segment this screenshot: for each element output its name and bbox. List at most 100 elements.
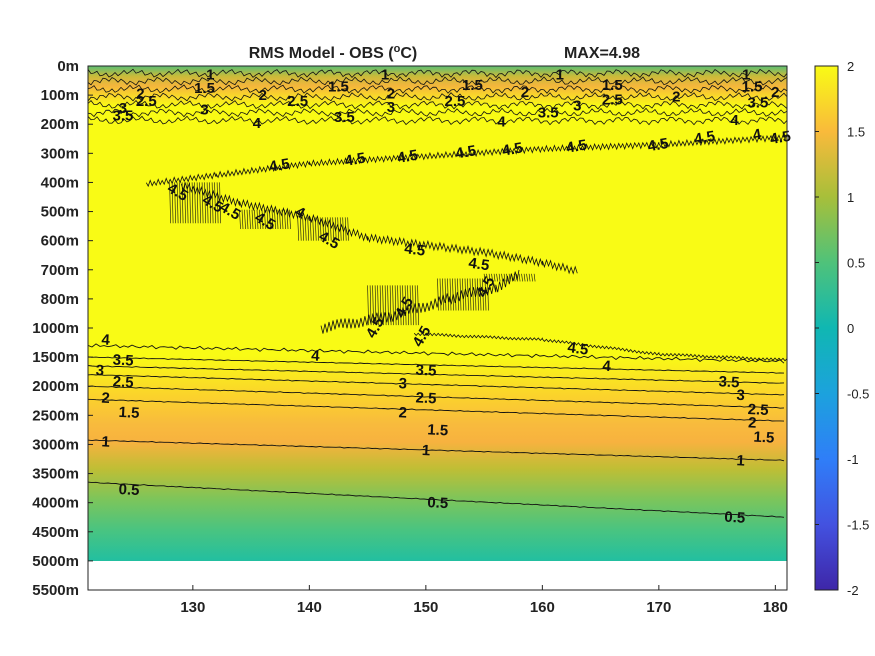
contour-label: 3	[736, 387, 745, 404]
y-tick-label: 400m	[41, 174, 79, 191]
contour-label: 1	[742, 67, 750, 84]
contour-label: 1.5	[742, 78, 763, 95]
contour-label: 3.5	[334, 109, 355, 126]
contour-label: 1.5	[427, 421, 449, 439]
contour-line	[180, 181, 578, 275]
x-tick-label: 150	[413, 599, 438, 616]
contour-line	[367, 285, 419, 326]
colorbar-tick-label: -1	[847, 452, 859, 467]
contour-lines	[88, 68, 787, 518]
contour-label: 4.5	[467, 255, 490, 275]
x-tick-label: 130	[180, 599, 205, 616]
y-tick-label: 100m	[41, 87, 79, 104]
y-tick-label: 4500m	[32, 524, 79, 541]
colorbar-tick-label: 0	[847, 321, 854, 336]
heatmap-deep-field	[88, 356, 787, 561]
contour-label: 2	[259, 87, 267, 104]
colorbar-tick-label: 1	[847, 190, 854, 205]
contour-line	[88, 365, 785, 384]
contour-label: 4.5	[454, 142, 477, 162]
contour-label: 1.5	[753, 429, 775, 447]
y-tick-label: 300m	[41, 145, 79, 162]
contour-label: 4.5	[646, 135, 669, 155]
contour-label: 2	[748, 414, 757, 431]
contour-label: 4.5	[769, 128, 792, 148]
y-tick-label: 5000m	[32, 553, 79, 570]
y-tick-label: 2000m	[32, 378, 79, 395]
contour-line	[88, 343, 785, 364]
y-tick-label: 3000m	[32, 436, 79, 453]
contour-label: 3	[398, 375, 407, 392]
y-tick-label: 5500m	[32, 582, 79, 599]
contour-line	[88, 385, 785, 409]
contour-line	[88, 356, 785, 374]
contour-label: 4	[730, 112, 739, 129]
heatmap-surface-band	[88, 66, 787, 106]
contour-label: 1.5	[118, 404, 140, 422]
contour-label: 1	[736, 452, 745, 469]
y-tick-label: 200m	[41, 116, 79, 133]
contour-line	[297, 217, 349, 241]
contour-label: 2.5	[602, 91, 623, 108]
contour-label: 3.5	[112, 351, 134, 369]
contour-line	[239, 209, 291, 230]
contour-line	[88, 115, 787, 126]
contour-label: 1.5	[602, 77, 623, 94]
y-tick-label: 600m	[41, 233, 79, 250]
contour-line	[88, 76, 787, 86]
max-value-label: MAX=4.98	[564, 45, 640, 62]
y-tick-label: 2500m	[32, 407, 79, 424]
contour-line	[320, 269, 520, 334]
contour-label: 4	[101, 331, 111, 348]
x-tick-label: 170	[646, 599, 671, 616]
contour-line	[169, 182, 221, 224]
contour-label: 2.5	[112, 373, 134, 391]
contour-label: 1.5	[328, 78, 349, 95]
contour-label: 4	[497, 113, 506, 130]
contour-label: 2	[521, 84, 529, 101]
contour-label: 1	[421, 442, 430, 459]
contour-line	[88, 100, 787, 110]
y-tick-label: 1500m	[32, 349, 79, 366]
x-tick-label: 140	[297, 599, 322, 616]
colorbar-tick-label: -0.5	[847, 387, 869, 402]
contour-label: 2.5	[747, 401, 769, 419]
contour-line	[88, 374, 785, 396]
x-tick-label: 180	[763, 599, 788, 616]
contour-label: 4	[752, 126, 764, 144]
contour-line	[88, 107, 787, 118]
contour-label: 2.5	[287, 93, 308, 110]
contour-label: 2	[398, 404, 407, 421]
contour-label: 2.5	[445, 93, 466, 110]
y-tick-label: 3500m	[32, 466, 79, 483]
contour-label: 4.5	[566, 339, 589, 359]
contour-label: 1	[206, 67, 214, 84]
y-tick-label: 1000m	[32, 320, 79, 337]
y-axis: 0m 100m 200m 300m 400m 500m 600m 700m 800m 1000m 1…	[32, 58, 93, 599]
contour-line	[88, 92, 787, 102]
colorbar-tick-label: 1.5	[847, 125, 865, 140]
contour-label: 4.5	[403, 240, 426, 260]
contour-label: 3	[119, 100, 127, 117]
contour-label: 3.5	[718, 373, 740, 391]
y-tick-label: 500m	[41, 204, 79, 221]
contour-label: 4.5	[501, 139, 524, 159]
y-tick-label: 700m	[41, 262, 79, 279]
x-tick-label: 160	[530, 599, 555, 616]
contour-label: 0.5	[118, 481, 140, 499]
contour-label: 3.5	[415, 362, 437, 380]
contour-label: 4.5	[565, 136, 588, 156]
contour-line	[437, 278, 489, 311]
contour-label: 4.5	[693, 128, 716, 148]
contour-label: 1	[381, 67, 389, 84]
colorbar-tick-label: -1.5	[847, 518, 869, 533]
contour-label: 4	[311, 347, 321, 364]
contour-label: 1	[101, 433, 110, 450]
contour-label: 3	[95, 362, 104, 379]
colorbar-tick-label: -2	[847, 583, 859, 598]
colorbar: 2 1.5 1 0.5 0 -0.5 -1 -1.5 -2	[814, 59, 869, 598]
contour-line	[88, 398, 785, 422]
contour-line	[88, 439, 785, 462]
